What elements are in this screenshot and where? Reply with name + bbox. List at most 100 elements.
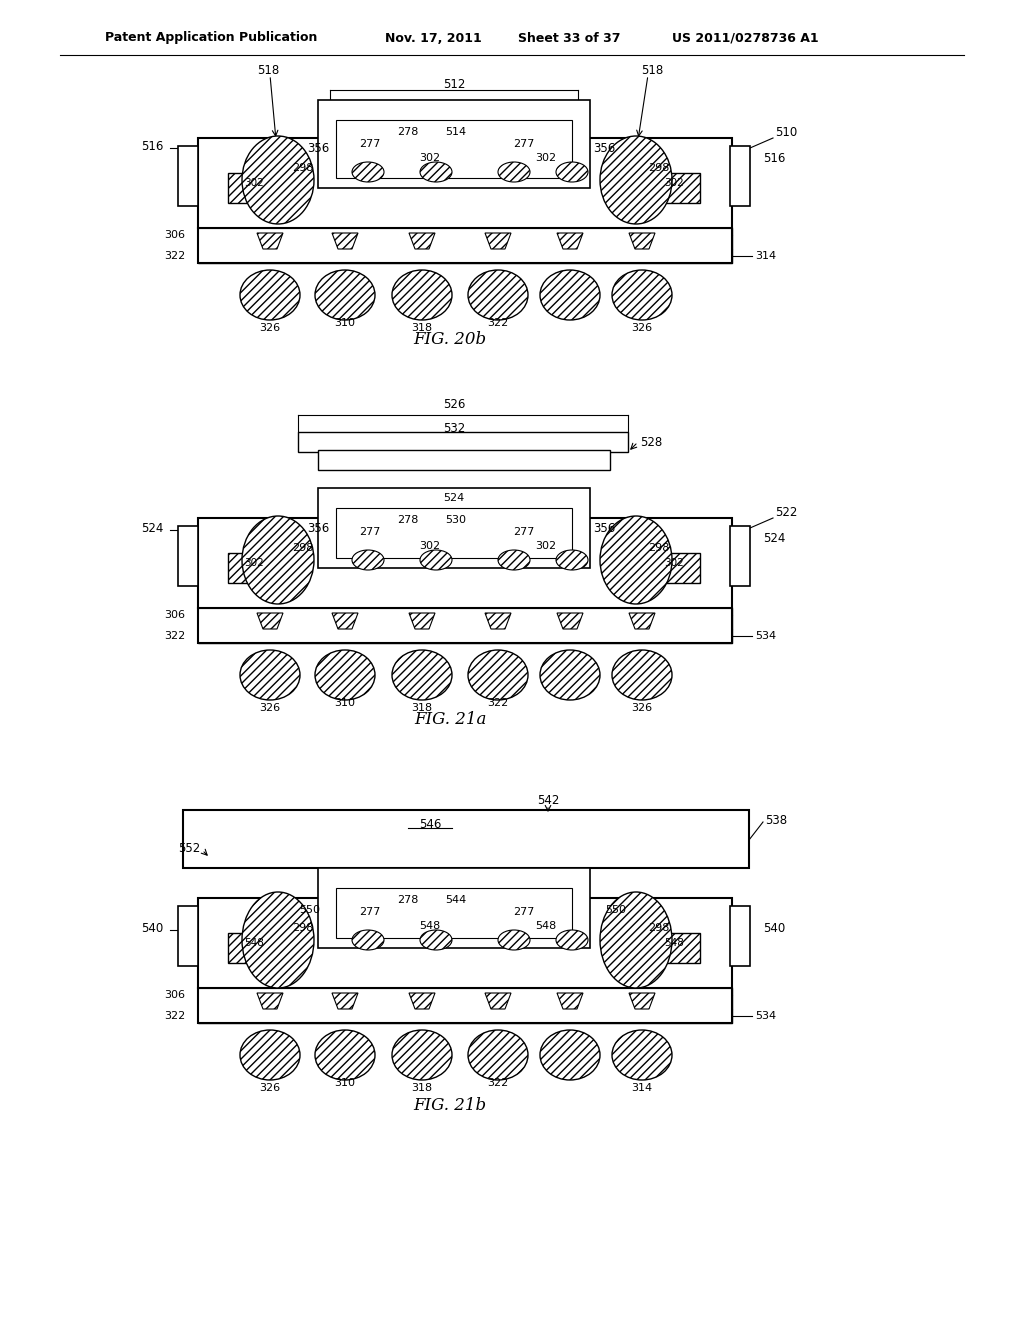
Ellipse shape bbox=[242, 892, 314, 987]
Bar bbox=[198, 1016, 732, 1023]
Text: 314: 314 bbox=[632, 1082, 652, 1093]
Text: 546: 546 bbox=[419, 818, 441, 832]
Text: 277: 277 bbox=[359, 907, 381, 917]
Bar bbox=[198, 228, 732, 263]
Text: 326: 326 bbox=[632, 704, 652, 713]
Ellipse shape bbox=[352, 550, 384, 570]
Ellipse shape bbox=[240, 649, 300, 700]
Bar bbox=[198, 228, 732, 235]
Text: 356: 356 bbox=[307, 521, 329, 535]
Text: 548: 548 bbox=[244, 939, 264, 948]
Bar bbox=[228, 933, 280, 964]
Bar bbox=[298, 432, 628, 451]
Text: 538: 538 bbox=[765, 813, 787, 826]
Ellipse shape bbox=[556, 162, 588, 182]
Text: 298: 298 bbox=[292, 923, 313, 933]
Text: 310: 310 bbox=[335, 698, 355, 708]
Ellipse shape bbox=[468, 271, 528, 319]
Bar bbox=[198, 987, 732, 995]
Ellipse shape bbox=[392, 1030, 452, 1080]
Ellipse shape bbox=[600, 892, 672, 987]
Bar bbox=[336, 888, 572, 939]
Text: 322: 322 bbox=[487, 318, 509, 327]
Polygon shape bbox=[557, 234, 583, 249]
Text: 326: 326 bbox=[259, 1082, 281, 1093]
Text: Sheet 33 of 37: Sheet 33 of 37 bbox=[518, 32, 621, 45]
Bar bbox=[198, 609, 732, 615]
Text: 548: 548 bbox=[420, 921, 440, 931]
Ellipse shape bbox=[498, 550, 530, 570]
Ellipse shape bbox=[600, 136, 672, 224]
Text: 277: 277 bbox=[513, 139, 535, 149]
Text: 306: 306 bbox=[164, 990, 185, 1001]
Bar bbox=[183, 810, 749, 869]
Text: 518: 518 bbox=[641, 63, 664, 77]
Text: 532: 532 bbox=[442, 421, 465, 434]
Text: Nov. 17, 2011: Nov. 17, 2011 bbox=[385, 32, 481, 45]
Text: 277: 277 bbox=[359, 139, 381, 149]
Bar bbox=[336, 120, 572, 178]
Bar bbox=[178, 147, 198, 206]
Ellipse shape bbox=[468, 1030, 528, 1080]
Text: 524: 524 bbox=[443, 492, 465, 503]
Ellipse shape bbox=[240, 1030, 300, 1080]
Bar bbox=[198, 249, 732, 256]
Bar bbox=[198, 139, 732, 228]
Bar bbox=[198, 235, 732, 249]
Text: 302: 302 bbox=[665, 558, 684, 568]
Text: 298: 298 bbox=[292, 162, 313, 173]
Text: 318: 318 bbox=[412, 704, 432, 713]
Text: 314: 314 bbox=[755, 251, 776, 261]
Ellipse shape bbox=[352, 162, 384, 182]
Text: 522: 522 bbox=[775, 507, 798, 520]
Text: 542: 542 bbox=[537, 793, 559, 807]
Text: 302: 302 bbox=[244, 178, 264, 187]
Ellipse shape bbox=[556, 931, 588, 950]
Bar bbox=[228, 173, 280, 203]
Text: 326: 326 bbox=[632, 323, 652, 333]
Polygon shape bbox=[409, 612, 435, 630]
Ellipse shape bbox=[315, 271, 375, 319]
Text: FIG. 21a: FIG. 21a bbox=[414, 711, 486, 729]
Text: US 2011/0278736 A1: US 2011/0278736 A1 bbox=[672, 32, 818, 45]
Bar bbox=[730, 525, 750, 586]
Text: 306: 306 bbox=[164, 610, 185, 620]
Text: 298: 298 bbox=[648, 543, 670, 553]
Polygon shape bbox=[332, 612, 358, 630]
Text: 524: 524 bbox=[140, 521, 163, 535]
Text: 544: 544 bbox=[445, 895, 467, 906]
Ellipse shape bbox=[556, 550, 588, 570]
Ellipse shape bbox=[420, 931, 452, 950]
Text: 298: 298 bbox=[292, 543, 313, 553]
Text: 322: 322 bbox=[487, 1078, 509, 1088]
Text: 548: 548 bbox=[664, 939, 684, 948]
Text: 277: 277 bbox=[359, 527, 381, 537]
Polygon shape bbox=[409, 234, 435, 249]
Text: 278: 278 bbox=[397, 127, 419, 137]
Ellipse shape bbox=[498, 931, 530, 950]
Text: 322: 322 bbox=[164, 1011, 185, 1020]
Bar bbox=[318, 869, 590, 948]
Bar bbox=[198, 995, 732, 1008]
Text: 318: 318 bbox=[412, 323, 432, 333]
Text: 277: 277 bbox=[513, 527, 535, 537]
Text: 510: 510 bbox=[775, 127, 798, 140]
Text: 302: 302 bbox=[536, 153, 557, 162]
Text: 530: 530 bbox=[445, 515, 467, 525]
Text: 298: 298 bbox=[648, 923, 670, 933]
Text: 302: 302 bbox=[420, 153, 440, 162]
Bar bbox=[318, 450, 610, 470]
Bar bbox=[198, 630, 732, 636]
Bar bbox=[648, 173, 700, 203]
Bar bbox=[198, 517, 732, 609]
Polygon shape bbox=[629, 234, 655, 249]
Polygon shape bbox=[557, 993, 583, 1008]
Ellipse shape bbox=[498, 162, 530, 182]
Ellipse shape bbox=[352, 931, 384, 950]
Polygon shape bbox=[257, 234, 283, 249]
Text: 552: 552 bbox=[178, 842, 200, 854]
Text: 310: 310 bbox=[335, 318, 355, 327]
Text: 298: 298 bbox=[648, 162, 670, 173]
Bar bbox=[318, 100, 590, 187]
Text: 356: 356 bbox=[593, 521, 615, 535]
